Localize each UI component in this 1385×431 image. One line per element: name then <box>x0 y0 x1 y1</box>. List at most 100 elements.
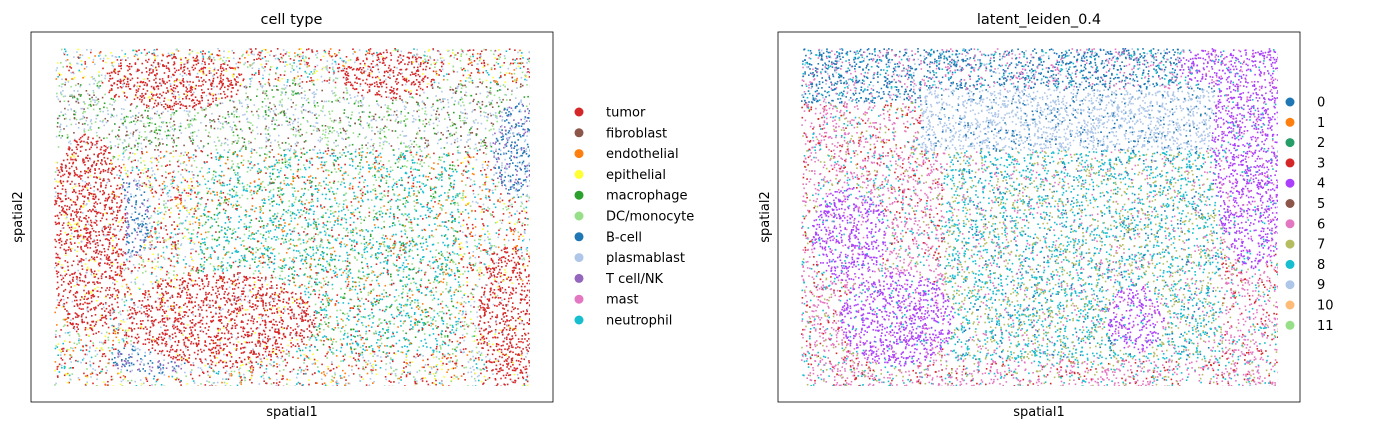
scatter-point <box>294 198 297 201</box>
scatter-point <box>364 82 367 85</box>
scatter-point <box>115 114 118 117</box>
scatter-point <box>185 327 187 329</box>
scatter-point <box>504 93 506 96</box>
scatter-point <box>226 293 229 296</box>
scatter-point <box>183 109 186 112</box>
scatter-point <box>346 276 349 278</box>
scatter-point <box>424 51 426 53</box>
scatter-point <box>165 310 167 313</box>
scatter-point <box>498 285 501 288</box>
scatter-point <box>327 188 330 191</box>
scatter-point <box>283 112 286 115</box>
scatter-point <box>393 317 396 320</box>
scatter-point <box>372 148 374 151</box>
scatter-point <box>406 214 409 217</box>
scatter-point <box>149 183 152 185</box>
scatter-point <box>105 270 107 273</box>
scatter-point <box>124 214 127 216</box>
scatter-point <box>145 54 147 56</box>
scatter-point <box>226 156 229 159</box>
scatter-point <box>124 95 126 97</box>
scatter-point <box>312 325 315 328</box>
scatter-point <box>99 54 101 56</box>
scatter-point <box>227 216 230 218</box>
scatter-point <box>471 288 474 291</box>
scatter-point <box>522 152 524 155</box>
scatter-point <box>424 286 427 289</box>
scatter-point <box>56 222 59 225</box>
scatter-point <box>262 329 265 332</box>
scatter-point <box>526 376 529 378</box>
scatter-point <box>466 323 468 326</box>
scatter-point <box>312 177 314 179</box>
scatter-point <box>309 315 312 318</box>
scatter-point <box>305 287 308 290</box>
scatter-point <box>96 142 98 145</box>
scatter-point <box>161 292 163 295</box>
scatter-point <box>150 234 152 237</box>
scatter-point <box>353 88 356 91</box>
scatter-point <box>82 237 85 239</box>
scatter-point <box>492 150 494 153</box>
scatter-point <box>170 279 173 281</box>
scatter-point <box>497 156 500 159</box>
scatter-point <box>89 242 92 245</box>
scatter-point <box>416 382 419 385</box>
scatter-point <box>250 251 252 253</box>
scatter-point <box>294 190 296 192</box>
scatter-point <box>310 201 312 203</box>
scatter-point <box>516 156 518 159</box>
scatter-point <box>64 107 66 110</box>
scatter-point <box>347 78 349 80</box>
scatter-point <box>527 129 530 131</box>
scatter-point <box>527 350 529 353</box>
scatter-point <box>525 79 528 82</box>
scatter-point <box>282 61 285 63</box>
scatter-point <box>250 208 252 211</box>
scatter-point <box>199 330 202 332</box>
scatter-point <box>324 355 327 357</box>
scatter-point <box>220 63 222 66</box>
scatter-point <box>404 125 407 127</box>
scatter-point <box>82 115 85 118</box>
scatter-point <box>364 216 367 219</box>
scatter-point <box>147 198 150 200</box>
scatter-point <box>346 235 349 237</box>
scatter-point <box>282 87 284 90</box>
scatter-point <box>500 348 503 351</box>
scatter-point <box>418 56 420 59</box>
scatter-point <box>287 279 290 281</box>
scatter-point <box>204 81 207 83</box>
scatter-point <box>340 241 343 243</box>
scatter-point <box>507 67 510 70</box>
scatter-point <box>369 145 372 148</box>
scatter-point <box>506 208 508 211</box>
scatter-point <box>422 236 425 238</box>
scatter-point <box>340 69 343 72</box>
scatter-point <box>265 348 267 350</box>
scatter-point <box>229 385 232 386</box>
scatter-point <box>435 379 437 382</box>
scatter-point <box>265 314 267 316</box>
scatter-point <box>254 343 257 346</box>
scatter-point <box>169 134 171 137</box>
scatter-point <box>99 212 102 214</box>
scatter-point <box>410 223 413 225</box>
scatter-point <box>138 288 141 290</box>
scatter-point <box>56 281 59 284</box>
scatter-point <box>354 101 357 104</box>
scatter-point <box>517 354 519 356</box>
scatter-point <box>507 309 509 312</box>
scatter-point <box>200 51 202 53</box>
scatter-point <box>285 364 287 367</box>
scatter-point <box>300 152 303 154</box>
scatter-point <box>106 233 109 236</box>
scatter-point <box>331 62 334 65</box>
scatter-point <box>137 306 139 308</box>
scatter-point <box>177 191 180 193</box>
scatter-point <box>314 283 317 286</box>
scatter-point <box>150 246 153 248</box>
scatter-point <box>157 88 160 90</box>
scatter-point <box>263 253 266 255</box>
scatter-point <box>312 148 314 151</box>
